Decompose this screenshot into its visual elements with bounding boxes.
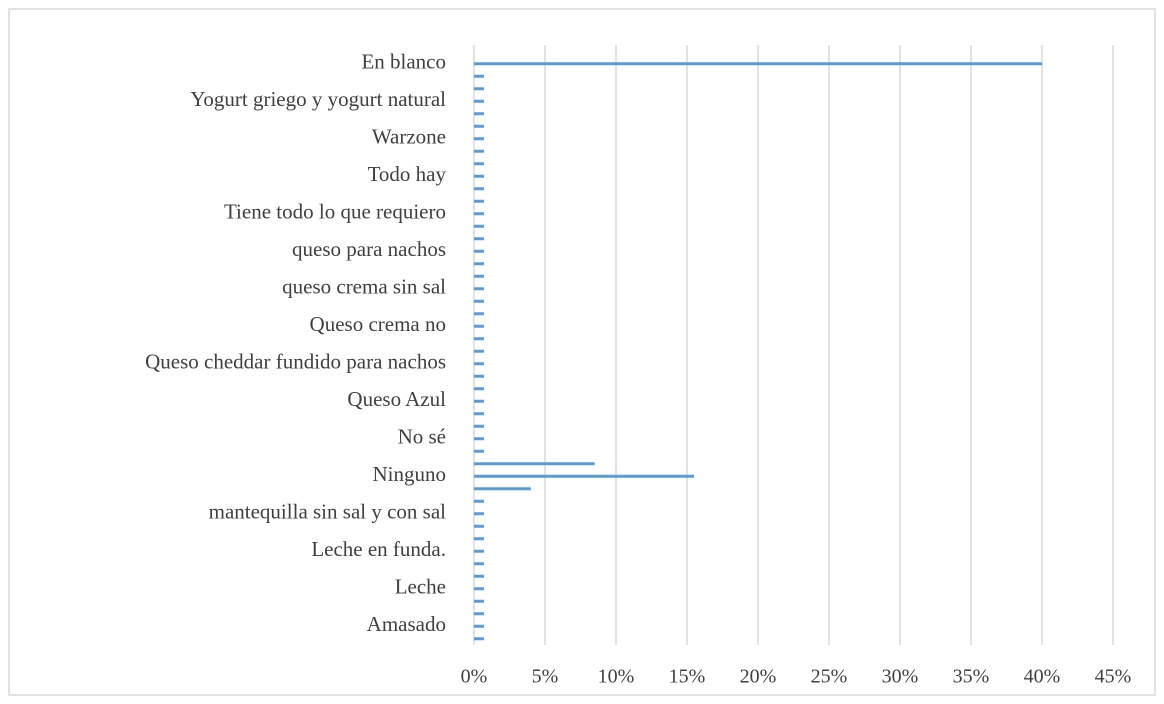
bar — [474, 349, 484, 353]
bar — [474, 274, 484, 278]
bar — [474, 362, 484, 366]
bar — [474, 524, 484, 528]
bar — [474, 399, 484, 403]
bar — [474, 312, 484, 316]
bar — [474, 299, 484, 303]
bar — [474, 599, 484, 603]
bar — [474, 624, 484, 628]
bar — [474, 62, 1042, 66]
bar — [474, 124, 484, 128]
bar — [474, 412, 484, 416]
bar — [474, 574, 484, 578]
y-tick-label: En blanco — [361, 50, 446, 74]
bar — [474, 487, 531, 491]
y-tick-label: Todo hay — [368, 162, 447, 186]
x-tick-label: 5% — [532, 666, 559, 688]
bar — [474, 187, 484, 191]
bar — [474, 324, 484, 328]
bar — [474, 199, 484, 203]
x-tick-label: 15% — [669, 666, 706, 688]
x-tick-label: 20% — [740, 666, 777, 688]
bar — [474, 137, 484, 141]
chart-frame — [8, 8, 1156, 696]
y-tick-label: Tiene todo lo que requiero — [224, 200, 446, 224]
y-tick-label: queso crema sin sal — [282, 275, 446, 299]
x-tick-label: 10% — [598, 666, 635, 688]
bar — [474, 424, 484, 428]
bar — [474, 237, 484, 241]
bar — [474, 537, 484, 541]
bar — [474, 337, 484, 341]
y-tick-label: Queso Azul — [347, 387, 446, 411]
bar — [474, 99, 484, 103]
bar — [474, 637, 484, 641]
bar — [474, 112, 484, 116]
bar — [474, 262, 484, 266]
y-tick-label: Leche en funda. — [311, 537, 446, 561]
bar — [474, 562, 484, 566]
bar — [474, 374, 484, 378]
bar — [474, 549, 484, 553]
bar — [474, 149, 484, 153]
bar — [474, 174, 484, 178]
y-tick-label: Queso crema no — [310, 312, 446, 336]
x-tick-label: 45% — [1095, 666, 1132, 688]
y-tick-label: Ninguno — [373, 462, 447, 486]
x-tick-label: 25% — [811, 666, 848, 688]
bar — [474, 287, 484, 291]
bar — [474, 387, 484, 391]
x-tick-label: 40% — [1024, 666, 1061, 688]
bar — [474, 212, 484, 216]
x-tick-label: 0% — [461, 666, 488, 688]
bar — [474, 499, 484, 503]
y-tick-label: Amasado — [367, 612, 446, 636]
y-tick-label: No sé — [398, 425, 446, 449]
y-tick-label: Queso cheddar fundido para nachos — [145, 350, 446, 374]
y-tick-label: queso para nachos — [292, 237, 446, 261]
bar — [474, 474, 695, 478]
y-tick-label: Leche — [395, 575, 446, 599]
bar — [474, 87, 484, 91]
x-tick-label: 30% — [882, 666, 919, 688]
bar — [474, 74, 484, 78]
bar — [474, 612, 484, 616]
y-tick-label: mantequilla sin sal y con sal — [209, 500, 447, 524]
y-tick-label: Warzone — [372, 125, 446, 149]
x-tick-label: 35% — [953, 666, 990, 688]
y-tick-label: Yogurt griego y yogurt natural — [190, 87, 446, 111]
bar — [474, 449, 484, 453]
bar — [474, 224, 484, 228]
bar — [474, 512, 484, 516]
bar — [474, 437, 484, 441]
bar — [474, 162, 484, 166]
bar — [474, 587, 484, 591]
bar — [474, 249, 484, 253]
bar — [474, 462, 595, 466]
